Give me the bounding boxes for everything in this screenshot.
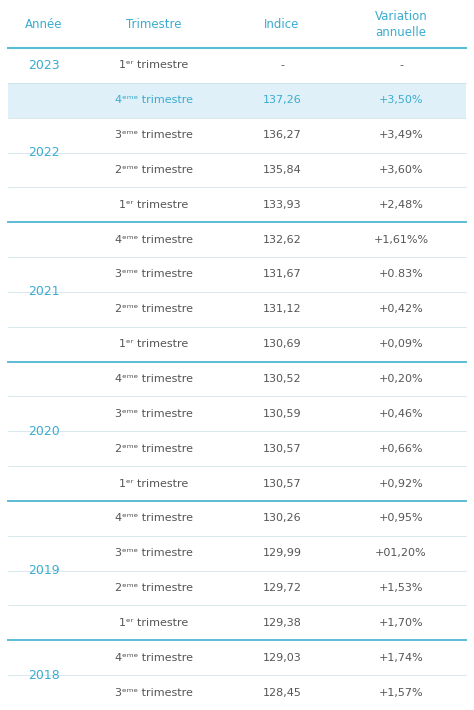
Text: 4ᵉᵐᵉ trimestre: 4ᵉᵐᵉ trimestre <box>115 234 193 245</box>
Text: +0,66%: +0,66% <box>379 444 423 454</box>
Text: 133,93: 133,93 <box>263 200 301 209</box>
Text: +0,92%: +0,92% <box>379 479 423 488</box>
Text: 130,57: 130,57 <box>263 444 301 454</box>
Text: +0,09%: +0,09% <box>379 339 423 349</box>
Text: 4ᵉᵐᵉ trimestre: 4ᵉᵐᵉ trimestre <box>115 95 193 105</box>
Text: 3ᵉᵐᵉ trimestre: 3ᵉᵐᵉ trimestre <box>115 409 193 419</box>
Text: 1ᵉʳ trimestre: 1ᵉʳ trimestre <box>119 339 189 349</box>
Text: 129,03: 129,03 <box>263 652 301 662</box>
Text: 131,67: 131,67 <box>263 270 301 280</box>
Text: -: - <box>280 60 284 70</box>
Text: +1,70%: +1,70% <box>379 618 423 628</box>
Text: 132,62: 132,62 <box>263 234 301 245</box>
Text: 2018: 2018 <box>28 669 60 682</box>
Text: 2ᵉᵐᵉ trimestre: 2ᵉᵐᵉ trimestre <box>115 165 193 175</box>
Text: +3,50%: +3,50% <box>379 95 423 105</box>
Text: 129,38: 129,38 <box>263 618 301 628</box>
Text: 1ᵉʳ trimestre: 1ᵉʳ trimestre <box>119 618 189 628</box>
Text: +01,20%: +01,20% <box>375 548 427 558</box>
Text: Variation
annuelle: Variation annuelle <box>374 9 428 38</box>
Text: 129,72: 129,72 <box>263 583 301 593</box>
Text: 2ᵉᵐᵉ trimestre: 2ᵉᵐᵉ trimestre <box>115 305 193 315</box>
Text: Trimestre: Trimestre <box>126 18 182 31</box>
Text: +0,46%: +0,46% <box>379 409 423 419</box>
Text: 4ᵉᵐᵉ trimestre: 4ᵉᵐᵉ trimestre <box>115 513 193 523</box>
Text: 3ᵉᵐᵉ trimestre: 3ᵉᵐᵉ trimestre <box>115 548 193 558</box>
Text: +1,53%: +1,53% <box>379 583 423 593</box>
Text: -: - <box>399 60 403 70</box>
Text: 4ᵉᵐᵉ trimestre: 4ᵉᵐᵉ trimestre <box>115 374 193 384</box>
Text: 135,84: 135,84 <box>263 165 301 175</box>
Text: 4ᵉᵐᵉ trimestre: 4ᵉᵐᵉ trimestre <box>115 652 193 662</box>
Text: 130,69: 130,69 <box>263 339 301 349</box>
Text: +0,42%: +0,42% <box>379 305 423 315</box>
Text: 2ᵉᵐᵉ trimestre: 2ᵉᵐᵉ trimestre <box>115 444 193 454</box>
Text: 1ᵉʳ trimestre: 1ᵉʳ trimestre <box>119 60 189 70</box>
Text: 130,52: 130,52 <box>263 374 301 384</box>
Text: 2022: 2022 <box>28 146 60 159</box>
Text: 2023: 2023 <box>28 59 60 72</box>
Text: +1,61%%: +1,61%% <box>374 234 428 245</box>
Text: 1ᵉʳ trimestre: 1ᵉʳ trimestre <box>119 200 189 209</box>
Text: 131,12: 131,12 <box>263 305 301 315</box>
Text: 137,26: 137,26 <box>263 95 301 105</box>
Text: Année: Année <box>25 18 63 31</box>
Text: +1,57%: +1,57% <box>379 687 423 698</box>
Text: 3ᵉᵐᵉ trimestre: 3ᵉᵐᵉ trimestre <box>115 270 193 280</box>
Text: 130,59: 130,59 <box>263 409 301 419</box>
Text: 130,26: 130,26 <box>263 513 301 523</box>
Text: +0,20%: +0,20% <box>379 374 423 384</box>
Text: +0,95%: +0,95% <box>379 513 423 523</box>
Text: 3ᵉᵐᵉ trimestre: 3ᵉᵐᵉ trimestre <box>115 130 193 140</box>
Text: +3,49%: +3,49% <box>379 130 423 140</box>
Text: +2,48%: +2,48% <box>379 200 423 209</box>
Text: 2ᵉᵐᵉ trimestre: 2ᵉᵐᵉ trimestre <box>115 583 193 593</box>
Text: 130,57: 130,57 <box>263 479 301 488</box>
Text: 128,45: 128,45 <box>263 687 301 698</box>
Text: Indice: Indice <box>264 18 300 31</box>
Bar <box>8 83 466 118</box>
Text: 129,99: 129,99 <box>263 548 301 558</box>
Text: 2021: 2021 <box>28 285 60 298</box>
Text: +1,74%: +1,74% <box>379 652 423 662</box>
Text: 136,27: 136,27 <box>263 130 301 140</box>
Text: 2019: 2019 <box>28 564 60 577</box>
Text: 2020: 2020 <box>28 425 60 438</box>
Text: 3ᵉᵐᵉ trimestre: 3ᵉᵐᵉ trimestre <box>115 687 193 698</box>
Text: +0.83%: +0.83% <box>379 270 423 280</box>
Text: +3,60%: +3,60% <box>379 165 423 175</box>
Text: 1ᵉʳ trimestre: 1ᵉʳ trimestre <box>119 479 189 488</box>
